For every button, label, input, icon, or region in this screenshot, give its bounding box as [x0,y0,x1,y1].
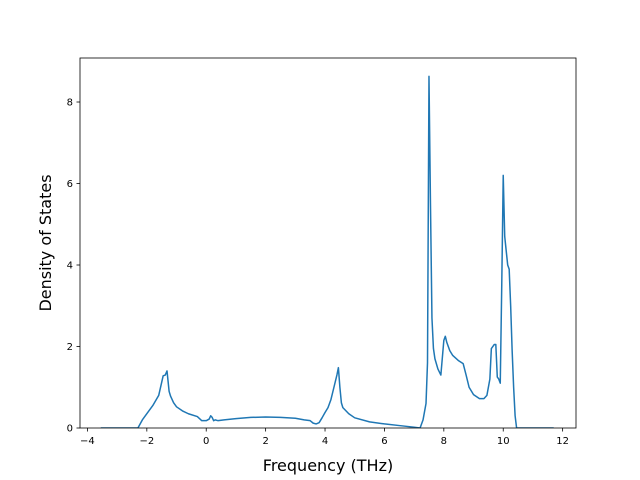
x-axis-label: Frequency (THz) [263,456,393,475]
y-axis-label: Density of States [36,174,55,311]
x-tick-label: 12 [556,436,569,447]
y-tick-label: 4 [67,261,73,272]
y-tick-label: 0 [67,424,73,435]
x-tick-label: 4 [322,436,328,447]
x-tick-label: −2 [139,436,154,447]
x-tick-label: 0 [203,436,209,447]
y-tick-label: 2 [67,342,73,353]
dos-series-line [100,75,554,428]
x-tick-label: −4 [80,436,95,447]
ticks-layer: −4 −2 0 2 4 6 8 10 12 0 2 4 6 8 [67,98,569,447]
plot-area [100,75,554,428]
y-tick-label: 8 [67,98,73,109]
y-tick-label: 6 [67,179,73,190]
plot-frame [79,57,577,429]
x-tick-label: 6 [381,436,387,447]
x-tick-label: 2 [262,436,268,447]
x-tick-label: 8 [441,436,447,447]
x-tick-label: 10 [497,436,510,447]
